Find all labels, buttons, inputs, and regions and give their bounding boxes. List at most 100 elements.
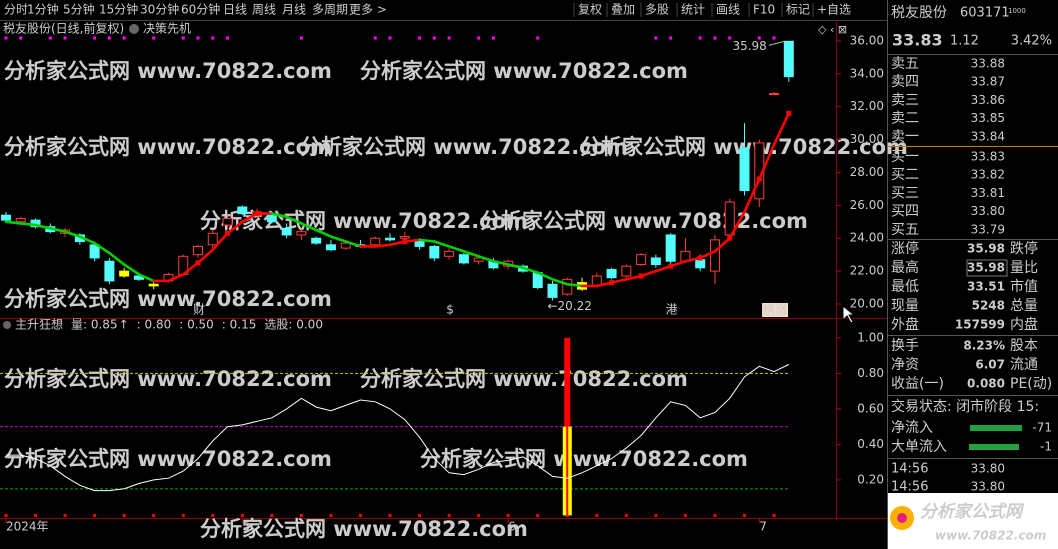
baseline-dot — [34, 513, 38, 517]
baseline-dot — [506, 513, 510, 517]
ma-dot — [254, 211, 260, 217]
candle-body — [429, 245, 440, 259]
candle-body — [695, 259, 706, 269]
toolbar-item[interactable]: 分时 — [4, 3, 28, 17]
y-tick-label: 32.00 — [850, 99, 884, 113]
toolbar-item[interactable]: F10 — [753, 3, 775, 17]
ma-segment — [757, 143, 776, 181]
baseline-dot — [447, 513, 451, 517]
signal-mark — [19, 36, 23, 40]
ma-segment — [344, 240, 362, 248]
toolbar-item[interactable]: 多周期 — [312, 3, 348, 17]
watermark: 分析家公式网 www.70822.com — [4, 135, 332, 159]
ma-segment — [536, 271, 554, 281]
ma-dot — [195, 260, 201, 266]
toolbar-item[interactable]: 统计 — [681, 3, 705, 17]
y-tick-label: 28.00 — [850, 165, 884, 179]
toolbar-item[interactable]: 15分钟 — [99, 2, 138, 17]
ma-dot — [402, 239, 408, 245]
stat-value: 5248 — [972, 299, 1005, 313]
signal-mark — [196, 36, 200, 40]
baseline-dot — [654, 513, 658, 517]
book-price: 33.82 — [971, 168, 1005, 182]
toolbar-item[interactable]: 叠加 — [611, 3, 635, 17]
candle-body — [325, 244, 336, 251]
toolbar-item[interactable]: 月线 — [282, 3, 306, 17]
watermark: 分析家公式网 www.70822.com — [4, 447, 332, 471]
baseline-dot — [211, 513, 215, 517]
candle-body — [193, 245, 204, 256]
toolbar-item[interactable]: 5分钟 — [63, 2, 95, 17]
flow-bar — [970, 425, 1022, 431]
stat-label: 内盘 — [1010, 316, 1038, 333]
ma-segment — [477, 255, 495, 263]
candle-body — [636, 254, 647, 266]
ma-segment — [728, 210, 746, 240]
stock-code: 603171 — [960, 6, 1010, 21]
toolbar-item[interactable]: 更多 > — [349, 3, 387, 17]
candle-body — [399, 236, 410, 239]
flow-label: 大单流入 — [891, 439, 947, 455]
toolbar-item[interactable]: 1分钟 — [27, 2, 59, 17]
candle-body — [311, 237, 322, 244]
x-tick-label: 2024年 — [6, 520, 49, 534]
flow-bar — [969, 444, 1019, 450]
candle-body — [370, 237, 381, 246]
tick-time: 14:56 — [891, 480, 928, 495]
toolbar-item[interactable]: 标记 — [786, 3, 810, 17]
signal-mark — [211, 36, 215, 40]
stat-label: 总量 — [1010, 298, 1038, 314]
toolbar-item[interactable]: 30分钟 — [140, 2, 179, 17]
stat-label: 跌停 — [1010, 240, 1038, 257]
candle-body — [104, 260, 115, 282]
chart-icons[interactable]: ◇ ‹ ⊠ — [818, 23, 847, 36]
chart-subtitle: 决策先机 — [143, 22, 191, 36]
signal-mark — [447, 36, 451, 40]
stat-label: 现量 — [891, 298, 919, 314]
signal-mark — [388, 36, 392, 40]
watermark: 分析家公式网 www.70822.com — [4, 287, 332, 311]
signal-mark — [63, 36, 67, 40]
event-label: $ — [446, 303, 454, 317]
stat-label: 收益(一) — [891, 376, 944, 392]
ma-segment — [270, 212, 288, 219]
baseline-dot — [4, 513, 8, 517]
trade-status: 交易状态: 闭市阶段 15: — [891, 398, 1039, 415]
toolbar-item[interactable]: 复权 — [578, 3, 602, 17]
stat-label: 市值 — [1010, 278, 1038, 295]
watermark: 分析家公式网 www.70822.com — [4, 59, 332, 83]
toolbar-item[interactable]: 日线 — [223, 3, 247, 17]
stat-value: 0.080 — [967, 377, 1005, 391]
toolbar-item[interactable]: +自选 — [817, 3, 851, 17]
signal-mark — [713, 36, 717, 40]
signal-mark — [477, 36, 481, 40]
baseline-dot — [122, 513, 126, 517]
ma-segment — [418, 238, 436, 243]
stat-value: 157599 — [955, 318, 1005, 332]
x-tick-label: 6 — [508, 520, 516, 534]
candle-body — [444, 250, 455, 257]
signal-mark — [48, 36, 52, 40]
book-price: 33.87 — [971, 75, 1005, 89]
baseline-dot — [477, 513, 481, 517]
signal-mark — [4, 36, 8, 40]
stat-label: 股本 — [1010, 338, 1038, 354]
legend-entry: ↑ — [119, 318, 129, 332]
toolbar-item[interactable]: 多股 — [645, 3, 669, 17]
signal-mark — [757, 36, 761, 40]
stat-label: 最低 — [891, 279, 919, 295]
watermark: 分析家公式网 www.70822.com — [480, 209, 808, 233]
toolbar-item[interactable]: 周线 — [252, 3, 276, 17]
ma-dot — [225, 230, 231, 236]
flow-label: 净流入 — [891, 420, 933, 436]
toolbar-item[interactable]: 60分钟 — [181, 2, 220, 17]
y-tick-label: 30.00 — [850, 132, 884, 146]
candle-body — [340, 242, 351, 249]
baseline-dot — [181, 513, 185, 517]
legend-entry: : 0.80 — [137, 318, 172, 332]
candle-body — [739, 147, 750, 192]
candle-body — [783, 40, 794, 78]
toolbar-item[interactable]: 画线 — [716, 3, 740, 17]
title-icon — [129, 24, 139, 34]
